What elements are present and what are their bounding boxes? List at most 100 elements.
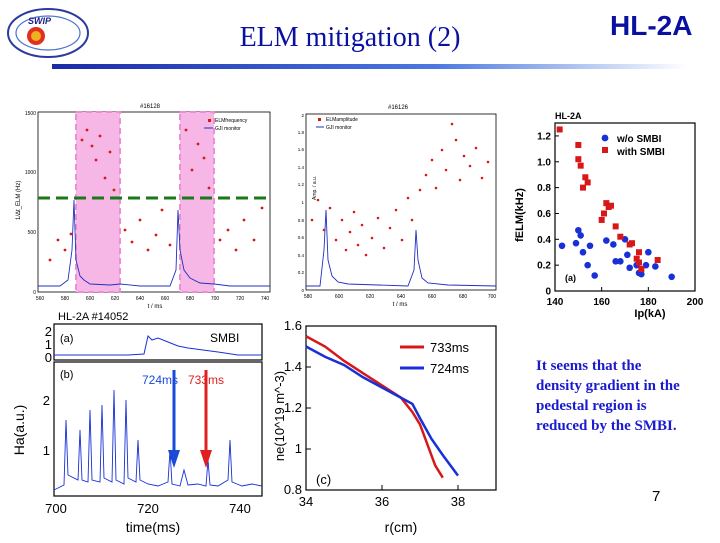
- freq-point: [56, 238, 60, 242]
- amp-point: [458, 178, 462, 182]
- amp-point: [450, 122, 454, 126]
- chart1-legend-1: w/o SMBI: [616, 134, 662, 145]
- wo-smbi-point: [579, 248, 587, 256]
- p2-xtick: 620: [366, 294, 375, 300]
- amp-point: [418, 188, 422, 192]
- chart2-ylabel-b: Ha(a.u.): [11, 405, 27, 456]
- chart1-ytick: 0: [545, 287, 551, 298]
- felm-vs-ip-chart: HL-2A fELM(kHz) Ip(kA) (a) w/o SMBI with…: [514, 111, 704, 320]
- p2-ytick: 1: [301, 200, 304, 205]
- wo-smbi-point: [612, 257, 619, 265]
- panel2-legend-2: GJI monitor: [326, 125, 352, 131]
- chart2-panel-a: (a): [60, 333, 73, 345]
- amp-point: [434, 186, 438, 190]
- amp-point: [364, 253, 368, 257]
- smbi-trace: [54, 335, 262, 356]
- amp-point: [328, 206, 332, 210]
- freq-point: [63, 248, 67, 252]
- halpha-time-chart: HL-2A #14052 (a) (b) SMBI 724ms 733ms 0 …: [11, 311, 263, 535]
- amp-point: [444, 168, 448, 172]
- p1-xtick: 720: [236, 296, 245, 302]
- p1-ytick: 0: [33, 290, 36, 296]
- chart1-xtick: 180: [640, 297, 657, 308]
- wo-smbi-point: [586, 242, 594, 250]
- freq-point: [138, 218, 142, 222]
- legend-red-marker: [208, 119, 211, 122]
- freq-point: [226, 228, 230, 232]
- freq-point: [190, 168, 194, 172]
- p1-ytick: 500: [28, 230, 37, 236]
- chart1-ytick: 0.2: [537, 261, 551, 272]
- chart3-lines: [305, 335, 460, 479]
- freq-point: [103, 176, 107, 180]
- freq-point: [98, 134, 102, 138]
- amp-point: [394, 208, 398, 212]
- chart2-title: HL-2A #14052: [58, 311, 128, 323]
- panel2-legend-1: ELMamplitude: [326, 117, 358, 123]
- plot-frame: [305, 113, 497, 291]
- density-profile-chart: ne(10^19 m^-3) r(cm) (c) 733ms 724ms 0.8…: [272, 318, 497, 535]
- freq-point: [123, 228, 127, 232]
- p2-ylabel: Amp. / a.u.: [312, 176, 318, 200]
- freq-point: [69, 232, 73, 236]
- p1-ytick: 1000: [25, 170, 36, 176]
- smbi-subplot-frame: [53, 323, 263, 361]
- org-tag: HL-2A: [610, 10, 693, 41]
- wo-smbi-point: [572, 239, 580, 247]
- amp-point: [468, 164, 472, 168]
- chart1-points: [556, 126, 675, 281]
- chart3-xtick: 34: [299, 494, 313, 509]
- chart2-marker1: 724ms: [142, 373, 178, 387]
- p1-xtick: 740: [261, 296, 270, 302]
- plot-frame: [37, 111, 271, 293]
- elm-amplitude-plot: #16126 ELMamplitude GJI monitor 0 0.2 0.…: [298, 105, 497, 308]
- chart1-ytick: 1.2: [537, 131, 551, 142]
- p2-ytick: 0.8: [298, 218, 305, 223]
- p2-xtick: 700: [488, 294, 497, 300]
- chart2-marker2: 733ms: [188, 373, 224, 387]
- with-smbi-point: [577, 162, 584, 169]
- p2-ytick: 0.6: [298, 235, 305, 240]
- with-smbi-point: [638, 266, 645, 273]
- amp-point: [376, 216, 380, 220]
- p2-ytick: 0: [301, 288, 304, 293]
- p1-xtick: 560: [36, 296, 45, 302]
- wo-smbi-point: [575, 226, 582, 234]
- wo-smbi-point: [668, 273, 675, 281]
- plot-frame: [554, 122, 696, 292]
- freq-point: [207, 186, 211, 190]
- gji-monitor-trace: [38, 199, 270, 287]
- p2-ytick: 1.6: [298, 147, 305, 152]
- amp-point: [454, 138, 458, 142]
- wo-smbi-point: [577, 232, 584, 239]
- with-smbi-point: [582, 174, 589, 181]
- p2-xtick: 680: [459, 294, 468, 300]
- chart3-ytick: 1.6: [284, 318, 302, 333]
- chart1-ytick: 0.8: [537, 183, 551, 194]
- amp-point: [424, 173, 428, 177]
- marker-724-arrow: [168, 450, 180, 468]
- freq-point: [154, 233, 158, 237]
- chart3-ytick: 1.4: [284, 359, 302, 374]
- freq-point: [168, 243, 172, 247]
- chart3-xtick: 36: [375, 494, 389, 509]
- amp-point: [388, 226, 392, 230]
- freq-point: [242, 218, 246, 222]
- chart1-ytick: 1.0: [537, 157, 551, 168]
- with-smbi-point: [556, 126, 563, 133]
- chart1-xtick: 200: [687, 297, 704, 308]
- density-profile-panel: ne(10^19 m^-3) r(cm) (c) 733ms 724ms 0.8…: [272, 316, 502, 538]
- amp-point: [340, 218, 344, 222]
- logo-graphic: [7, 8, 89, 58]
- chart1-xlabel: Ip(kA): [634, 308, 666, 320]
- p4-ytick-b: 1: [43, 443, 50, 458]
- freq-point: [160, 208, 164, 212]
- with-smbi-point: [636, 259, 642, 266]
- wo-smbi-point: [610, 241, 617, 248]
- chart3-xticks: 34 36 38: [299, 485, 465, 509]
- chart3-panel-label: (c): [316, 472, 331, 487]
- amp-point: [480, 176, 484, 180]
- p4-xtick: 720: [137, 501, 159, 516]
- amp-point: [356, 243, 360, 247]
- chart3-ytick: 1.2: [284, 400, 302, 415]
